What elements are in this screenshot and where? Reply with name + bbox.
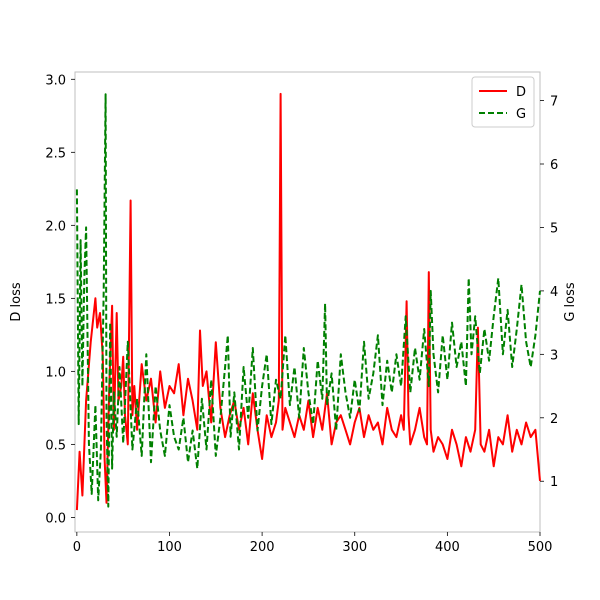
y-axis-left-title: D loss — [9, 282, 24, 321]
y-axis-right: 1 2 3 4 5 6 7 — [540, 95, 558, 490]
x-tick-label: 100 — [157, 540, 182, 555]
legend-label-g: G — [516, 107, 526, 122]
y-axis-right-title: G loss — [563, 282, 578, 322]
legend-box — [471, 76, 535, 128]
y-right-tick-label: 7 — [550, 95, 558, 110]
legend-label-d: D — [516, 85, 526, 100]
y-right-tick-label: 5 — [550, 221, 558, 236]
series-d-line — [75, 92, 541, 511]
y-left-tick-label: 3.0 — [45, 73, 66, 88]
y-left-tick-label: 1.5 — [45, 292, 66, 307]
y-left-tick-label: 0.5 — [45, 438, 66, 453]
x-tick-label: 200 — [250, 540, 275, 555]
y-left-tick-label: 2.0 — [45, 219, 66, 234]
series-g-line — [75, 93, 541, 508]
y-axis-left: 0.0 0.5 1.0 1.5 2.0 2.5 3.0 — [45, 73, 75, 526]
x-tick-label: 500 — [528, 540, 553, 555]
y-right-tick-label: 1 — [550, 475, 558, 490]
y-left-tick-label: 1.0 — [45, 365, 66, 380]
y-right-tick-label: 4 — [550, 285, 558, 300]
y-left-tick-label: 2.5 — [45, 146, 66, 161]
y-right-tick-label: 3 — [550, 348, 558, 363]
y-right-tick-label: 6 — [550, 158, 558, 173]
y-right-tick-label: 2 — [550, 412, 558, 427]
legend: D G — [471, 76, 535, 128]
x-tick-label: 400 — [435, 540, 460, 555]
x-axis: 0 100 200 300 400 500 — [73, 532, 553, 555]
series-layer — [75, 92, 541, 511]
y-left-tick-label: 0.0 — [45, 511, 66, 526]
x-tick-label: 0 — [73, 540, 81, 555]
x-tick-label: 300 — [342, 540, 367, 555]
